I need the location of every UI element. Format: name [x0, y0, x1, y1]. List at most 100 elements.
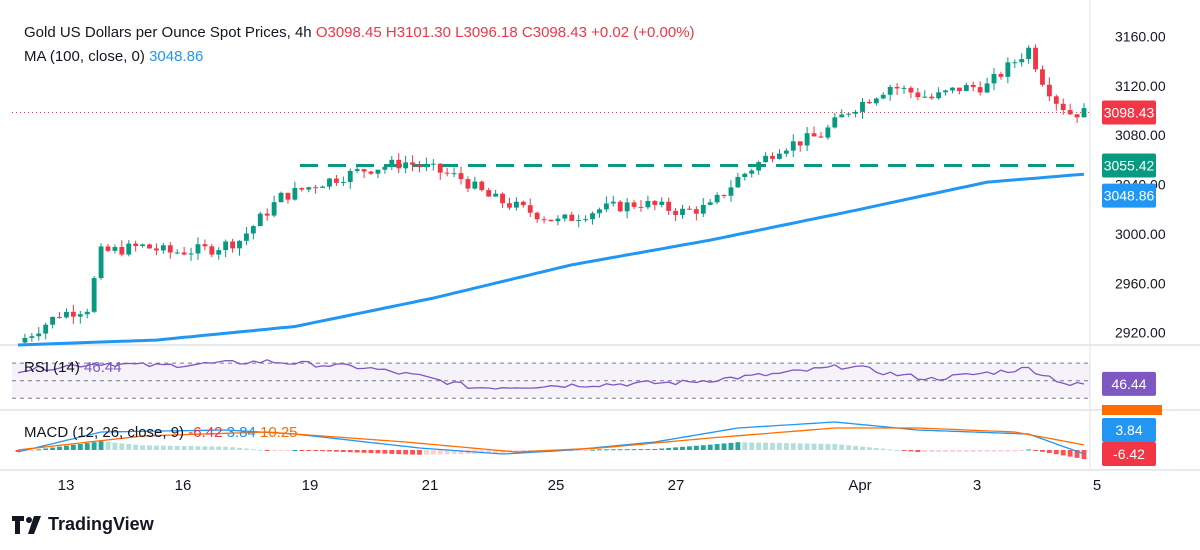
ma-price-badge-bg	[1102, 183, 1156, 208]
macd-hist-bar	[195, 446, 201, 450]
candle-body	[500, 193, 505, 204]
candle-body	[680, 208, 685, 215]
macd-hist-value: 10.25	[259, 424, 298, 441]
macd-hist-bar	[361, 450, 367, 453]
macd-hist-bar	[375, 450, 381, 454]
tradingview-logo[interactable]: TradingView	[12, 514, 154, 535]
candle-body	[1067, 110, 1073, 115]
macd-hist-bar	[631, 449, 637, 451]
candle-body	[306, 187, 312, 190]
macd-hist-bar	[929, 450, 935, 452]
candle-body	[257, 213, 263, 227]
candle-body	[423, 164, 429, 168]
candle-body	[700, 204, 706, 214]
candle-body	[866, 101, 872, 104]
high-value: 3101.30	[396, 24, 451, 41]
macd-hist-bar	[160, 445, 166, 450]
macd-hist-bar	[991, 450, 997, 452]
candle-body	[430, 163, 436, 165]
macd-hist-bar	[617, 449, 623, 451]
x-tick-label: Apr	[848, 477, 871, 494]
macd-hist-bar	[333, 450, 339, 452]
candle-body	[292, 187, 298, 200]
close-value: 3098.43	[532, 24, 587, 41]
macd-hist-bar	[112, 442, 118, 450]
signal-line	[17, 427, 1085, 453]
candle-body	[520, 201, 526, 206]
candle-body	[963, 84, 969, 92]
macd-hist-bar	[500, 450, 505, 454]
macd-hist-bar	[347, 450, 353, 453]
candle-body	[1046, 84, 1052, 97]
candle-body	[659, 201, 665, 205]
macd-hist-bar	[486, 450, 492, 454]
macd-hist-bar	[29, 450, 35, 451]
candle-body	[112, 247, 118, 251]
macd-hist-bar	[57, 446, 62, 450]
candle-body	[396, 159, 402, 169]
macd-hist-bar	[880, 448, 886, 450]
candle-body	[714, 194, 720, 203]
macd-hist-bar	[1033, 450, 1038, 451]
candle-body	[541, 219, 547, 221]
candle-body	[860, 101, 865, 112]
macd-hist-bar	[590, 449, 595, 451]
macd-hist-bar	[624, 449, 630, 451]
macd-hist-bar	[133, 444, 139, 450]
candle-body	[901, 87, 907, 89]
candle-body	[576, 220, 582, 222]
x-tick-label: 3	[973, 477, 981, 494]
candle-body	[770, 155, 775, 159]
macd-value: -6.42	[188, 424, 223, 441]
candle-body	[250, 226, 256, 234]
candle-body	[991, 73, 997, 84]
candle-body	[320, 186, 325, 188]
candle-body	[666, 201, 672, 211]
macd-hist-bar	[98, 441, 104, 450]
candle-body	[950, 87, 955, 91]
macd-hist-bar	[714, 444, 720, 450]
candle-body	[493, 193, 499, 197]
macd-hist-bar	[1040, 450, 1045, 452]
macd-hist-bar	[174, 445, 180, 450]
candle-body	[825, 127, 831, 138]
macd-hist-bar	[818, 443, 824, 450]
low-label: L	[455, 24, 464, 41]
macd-hist-bar	[91, 442, 97, 450]
candle-body	[610, 201, 616, 204]
macd-hist-bar	[167, 445, 173, 450]
candle-body	[977, 87, 983, 93]
macd-hist-bar	[389, 450, 395, 454]
macd-hist-bar	[721, 443, 727, 450]
rsi-line	[17, 359, 1085, 390]
macd-hist-bar	[209, 446, 215, 450]
y-tick-label: 3160.00	[1115, 29, 1166, 45]
macd-hist-bar	[292, 450, 298, 451]
macd-hist-bar	[887, 449, 893, 451]
candle-body	[216, 250, 222, 255]
candle-body	[797, 141, 803, 146]
macd-signal-value: 3.84	[226, 424, 256, 441]
macd-hist-bar	[832, 444, 838, 450]
candle-body	[970, 84, 976, 88]
candle-body	[673, 210, 679, 215]
candle-body	[548, 219, 554, 222]
candle-body	[119, 247, 125, 255]
macd-hist-bar	[583, 450, 589, 451]
macd-hist-bar	[202, 446, 208, 450]
candle-body	[853, 111, 858, 114]
macd-hist-bar	[846, 445, 852, 450]
macd-hist-bar	[894, 450, 900, 451]
macd-hist-bar	[673, 447, 679, 450]
ohlc-legend: Gold US Dollars per Ounce Spot Prices, 4…	[24, 24, 695, 41]
change-value: +0.02 (+0.00%)	[591, 24, 695, 41]
candle-body	[285, 192, 291, 200]
candle-body	[929, 96, 935, 99]
candle-body	[1074, 114, 1080, 118]
macd-hist-bar	[666, 447, 672, 450]
candle-body	[638, 206, 644, 208]
macd-hist-bar	[105, 442, 111, 450]
candle-body	[562, 214, 568, 219]
candle-body	[271, 202, 277, 216]
